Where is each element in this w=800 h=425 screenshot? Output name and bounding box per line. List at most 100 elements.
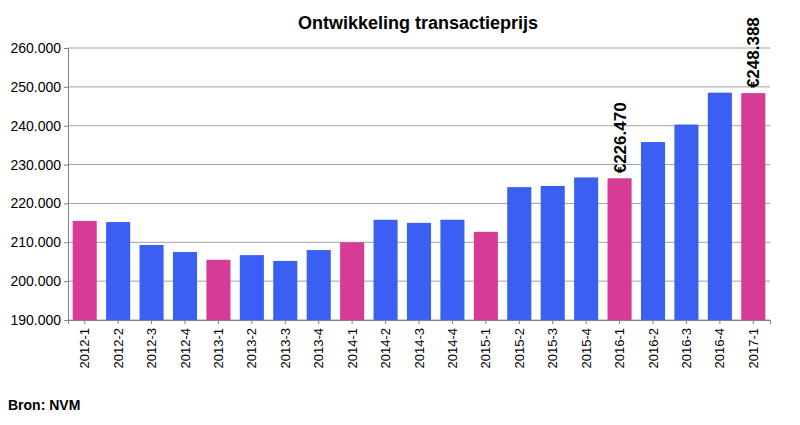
bar	[674, 125, 698, 320]
bar	[407, 223, 431, 320]
x-tick-mark	[686, 320, 687, 324]
y-tick: 230.000	[10, 157, 68, 173]
y-tick: 260.000	[10, 40, 68, 56]
source: Bron: NVM	[8, 397, 80, 413]
title: Ontwikkeling transactieprijs	[298, 13, 538, 33]
y-tick: 220.000	[10, 195, 68, 211]
y-tick-label: 200.000	[10, 273, 61, 289]
bar	[173, 252, 197, 320]
x-tick-label: 2012-4	[178, 328, 193, 368]
x-tick-mark	[218, 320, 219, 324]
y-tick-label: 190.000	[10, 312, 61, 328]
data-label: €248.388	[744, 17, 763, 88]
x-tick-label: 2015-2	[512, 328, 527, 368]
y-tick-mark	[64, 281, 68, 282]
y-tick-label: 240.000	[10, 118, 61, 134]
x-tick-mark	[84, 320, 85, 324]
x-tick-mark	[151, 320, 152, 324]
grid-line	[68, 125, 770, 126]
bar	[73, 221, 97, 320]
y-axis-line	[64, 49, 69, 321]
x-tick: 2013-2	[244, 320, 259, 368]
x-tick-label: 2016-1	[612, 328, 627, 368]
x-tick-mark	[719, 320, 720, 324]
y-tick: 250.000	[10, 79, 68, 95]
x-tick: 2016-1	[612, 320, 627, 368]
bar	[307, 250, 331, 320]
y-tick-mark	[64, 242, 68, 243]
y-tick-mark	[64, 87, 68, 88]
bar	[608, 178, 632, 320]
x-tick-label: 2014-2	[378, 328, 393, 368]
x-tick-label: 2014-4	[445, 328, 460, 368]
x-tick-label: 2016-4	[712, 328, 727, 368]
x-tick: 2015-1	[478, 320, 493, 368]
y-tick-mark	[64, 320, 68, 321]
x-tick: 2015-4	[579, 320, 594, 368]
x-axis-line	[69, 321, 771, 325]
y-tick: 240.000	[10, 118, 68, 134]
bar	[474, 232, 498, 320]
x-tick-mark	[753, 320, 754, 324]
x-tick-mark	[485, 320, 486, 324]
bar	[708, 93, 732, 320]
y-tick-label: 250.000	[10, 79, 61, 95]
bar	[374, 220, 398, 320]
x-tick-mark	[619, 320, 620, 324]
x-tick-label: 2017-1	[746, 328, 761, 368]
grid-line	[68, 48, 770, 49]
bar	[240, 255, 264, 320]
x-tick: 2013-1	[211, 320, 226, 368]
x-axis: 2012-1 2012-2 2012-3 2012-4 2013-1 2013-2 2013…	[69, 320, 771, 368]
x-tick-label: 2013-4	[311, 328, 326, 368]
bar	[140, 245, 164, 320]
y-tick-mark	[64, 48, 68, 49]
x-tick: 2016-3	[679, 320, 694, 368]
y-tick-mark	[64, 203, 68, 204]
x-tick-label: 2014-3	[412, 328, 427, 368]
y-tick-mark	[64, 126, 68, 127]
x-tick-label: 2015-3	[545, 328, 560, 368]
bar	[340, 242, 364, 320]
x-tick-mark	[285, 320, 286, 324]
x-tick: 2014-2	[378, 320, 393, 368]
y-tick-label: 210.000	[10, 234, 61, 250]
x-tick-label: 2012-2	[111, 328, 126, 368]
y-tick: 210.000	[10, 234, 68, 250]
x-tick-mark	[385, 320, 386, 324]
y-axis: 190.000 200.000 210.000 220.000 230.000 240.0…	[10, 40, 68, 328]
bar	[541, 186, 565, 320]
x-tick-label: 2012-1	[77, 328, 92, 368]
x-tick-mark	[318, 320, 319, 324]
x-tick-label: 2013-1	[211, 328, 226, 368]
bar	[741, 93, 765, 320]
x-tick-mark	[419, 320, 420, 324]
x-tick: 2016-4	[712, 320, 727, 368]
x-tick: 2013-3	[278, 320, 293, 368]
bar	[440, 220, 464, 320]
x-tick: 2013-4	[311, 320, 326, 368]
x-tick-mark	[185, 320, 186, 324]
grid-line	[68, 86, 770, 87]
chart: 190.000 200.000 210.000 220.000 230.000 240.0…	[0, 0, 800, 425]
x-tick-label: 2016-3	[679, 328, 694, 368]
plot: 190.000 200.000 210.000 220.000 230.000 240.0…	[10, 40, 770, 369]
x-tick-label: 2013-2	[244, 328, 259, 368]
x-tick-mark	[251, 320, 252, 324]
x-tick-label: 2012-3	[144, 328, 159, 368]
x-tick: 2014-4	[445, 320, 460, 368]
x-tick-label: 2015-4	[579, 328, 594, 368]
x-tick-mark	[586, 320, 587, 324]
bar	[574, 177, 598, 320]
y-tick-label: 230.000	[10, 157, 61, 173]
data-labels: €226.470 €248.388	[611, 17, 764, 173]
x-tick-mark	[519, 320, 520, 324]
x-tick-mark	[352, 320, 353, 324]
x-tick: 2017-1	[746, 320, 761, 368]
bar	[106, 222, 130, 320]
x-tick-mark	[118, 320, 119, 324]
x-tick: 2012-3	[144, 320, 159, 368]
data-label: €226.470	[611, 102, 630, 173]
bar	[507, 187, 531, 320]
x-tick: 2012-4	[178, 320, 193, 368]
